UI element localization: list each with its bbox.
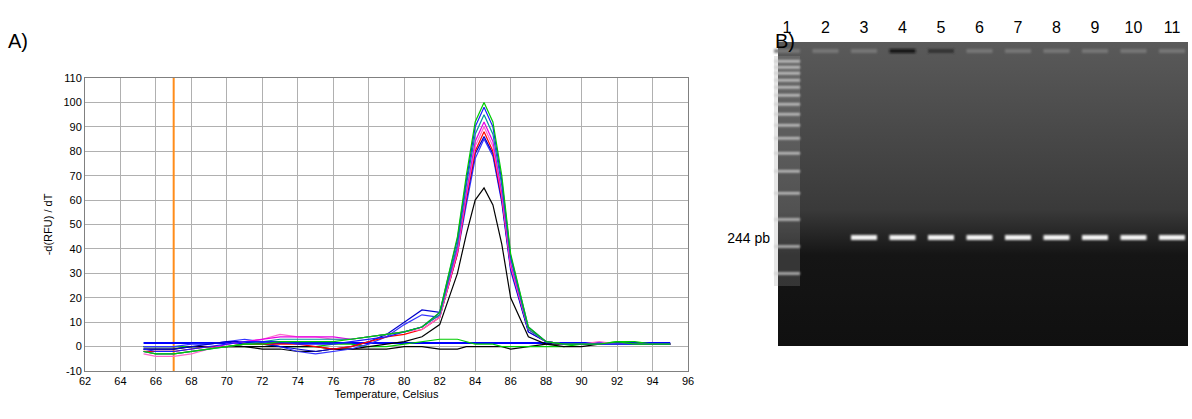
svg-text:110: 110 (64, 72, 82, 84)
svg-text:72: 72 (256, 375, 268, 387)
svg-text:66: 66 (150, 375, 162, 387)
svg-text:88: 88 (540, 375, 552, 387)
svg-text:100: 100 (63, 96, 81, 108)
svg-text:9: 9 (1091, 19, 1100, 36)
svg-text:50: 50 (70, 218, 82, 230)
svg-text:94: 94 (646, 375, 658, 387)
svg-text:30: 30 (70, 267, 82, 279)
svg-text:84: 84 (469, 375, 481, 387)
svg-text:60: 60 (70, 194, 82, 206)
svg-text:8: 8 (1052, 19, 1061, 36)
svg-text:7: 7 (1014, 19, 1023, 36)
svg-text:68: 68 (185, 375, 197, 387)
svg-text:92: 92 (611, 375, 623, 387)
svg-text:20: 20 (70, 292, 82, 304)
svg-text:5: 5 (937, 19, 946, 36)
svg-text:80: 80 (70, 145, 82, 157)
svg-text:64: 64 (114, 375, 126, 387)
svg-text:10: 10 (1125, 19, 1143, 36)
svg-text:2: 2 (821, 19, 830, 36)
svg-text:70: 70 (221, 375, 233, 387)
svg-text:11: 11 (1164, 19, 1181, 36)
svg-text:74: 74 (292, 375, 304, 387)
svg-text:82: 82 (434, 375, 446, 387)
svg-text:76: 76 (327, 375, 339, 387)
svg-text:6: 6 (975, 19, 984, 36)
svg-text:96: 96 (682, 375, 694, 387)
svg-text:244 pb: 244 pb (727, 230, 770, 246)
svg-text:Temperature, Celsius: Temperature, Celsius (335, 388, 439, 400)
svg-text:-10: -10 (66, 365, 82, 377)
svg-text:40: 40 (70, 243, 82, 255)
svg-text:4: 4 (898, 19, 907, 36)
svg-text:90: 90 (70, 121, 82, 133)
svg-text:70: 70 (70, 170, 82, 182)
svg-text:80: 80 (398, 375, 410, 387)
svg-text:62: 62 (79, 375, 91, 387)
svg-text:10: 10 (70, 316, 82, 328)
svg-text:86: 86 (505, 375, 517, 387)
svg-text:-d(RFU) / dT: -d(RFU) / dT (42, 193, 54, 255)
svg-text:0: 0 (76, 340, 82, 352)
svg-text:90: 90 (575, 375, 587, 387)
svg-text:78: 78 (363, 375, 375, 387)
svg-text:3: 3 (860, 19, 869, 36)
